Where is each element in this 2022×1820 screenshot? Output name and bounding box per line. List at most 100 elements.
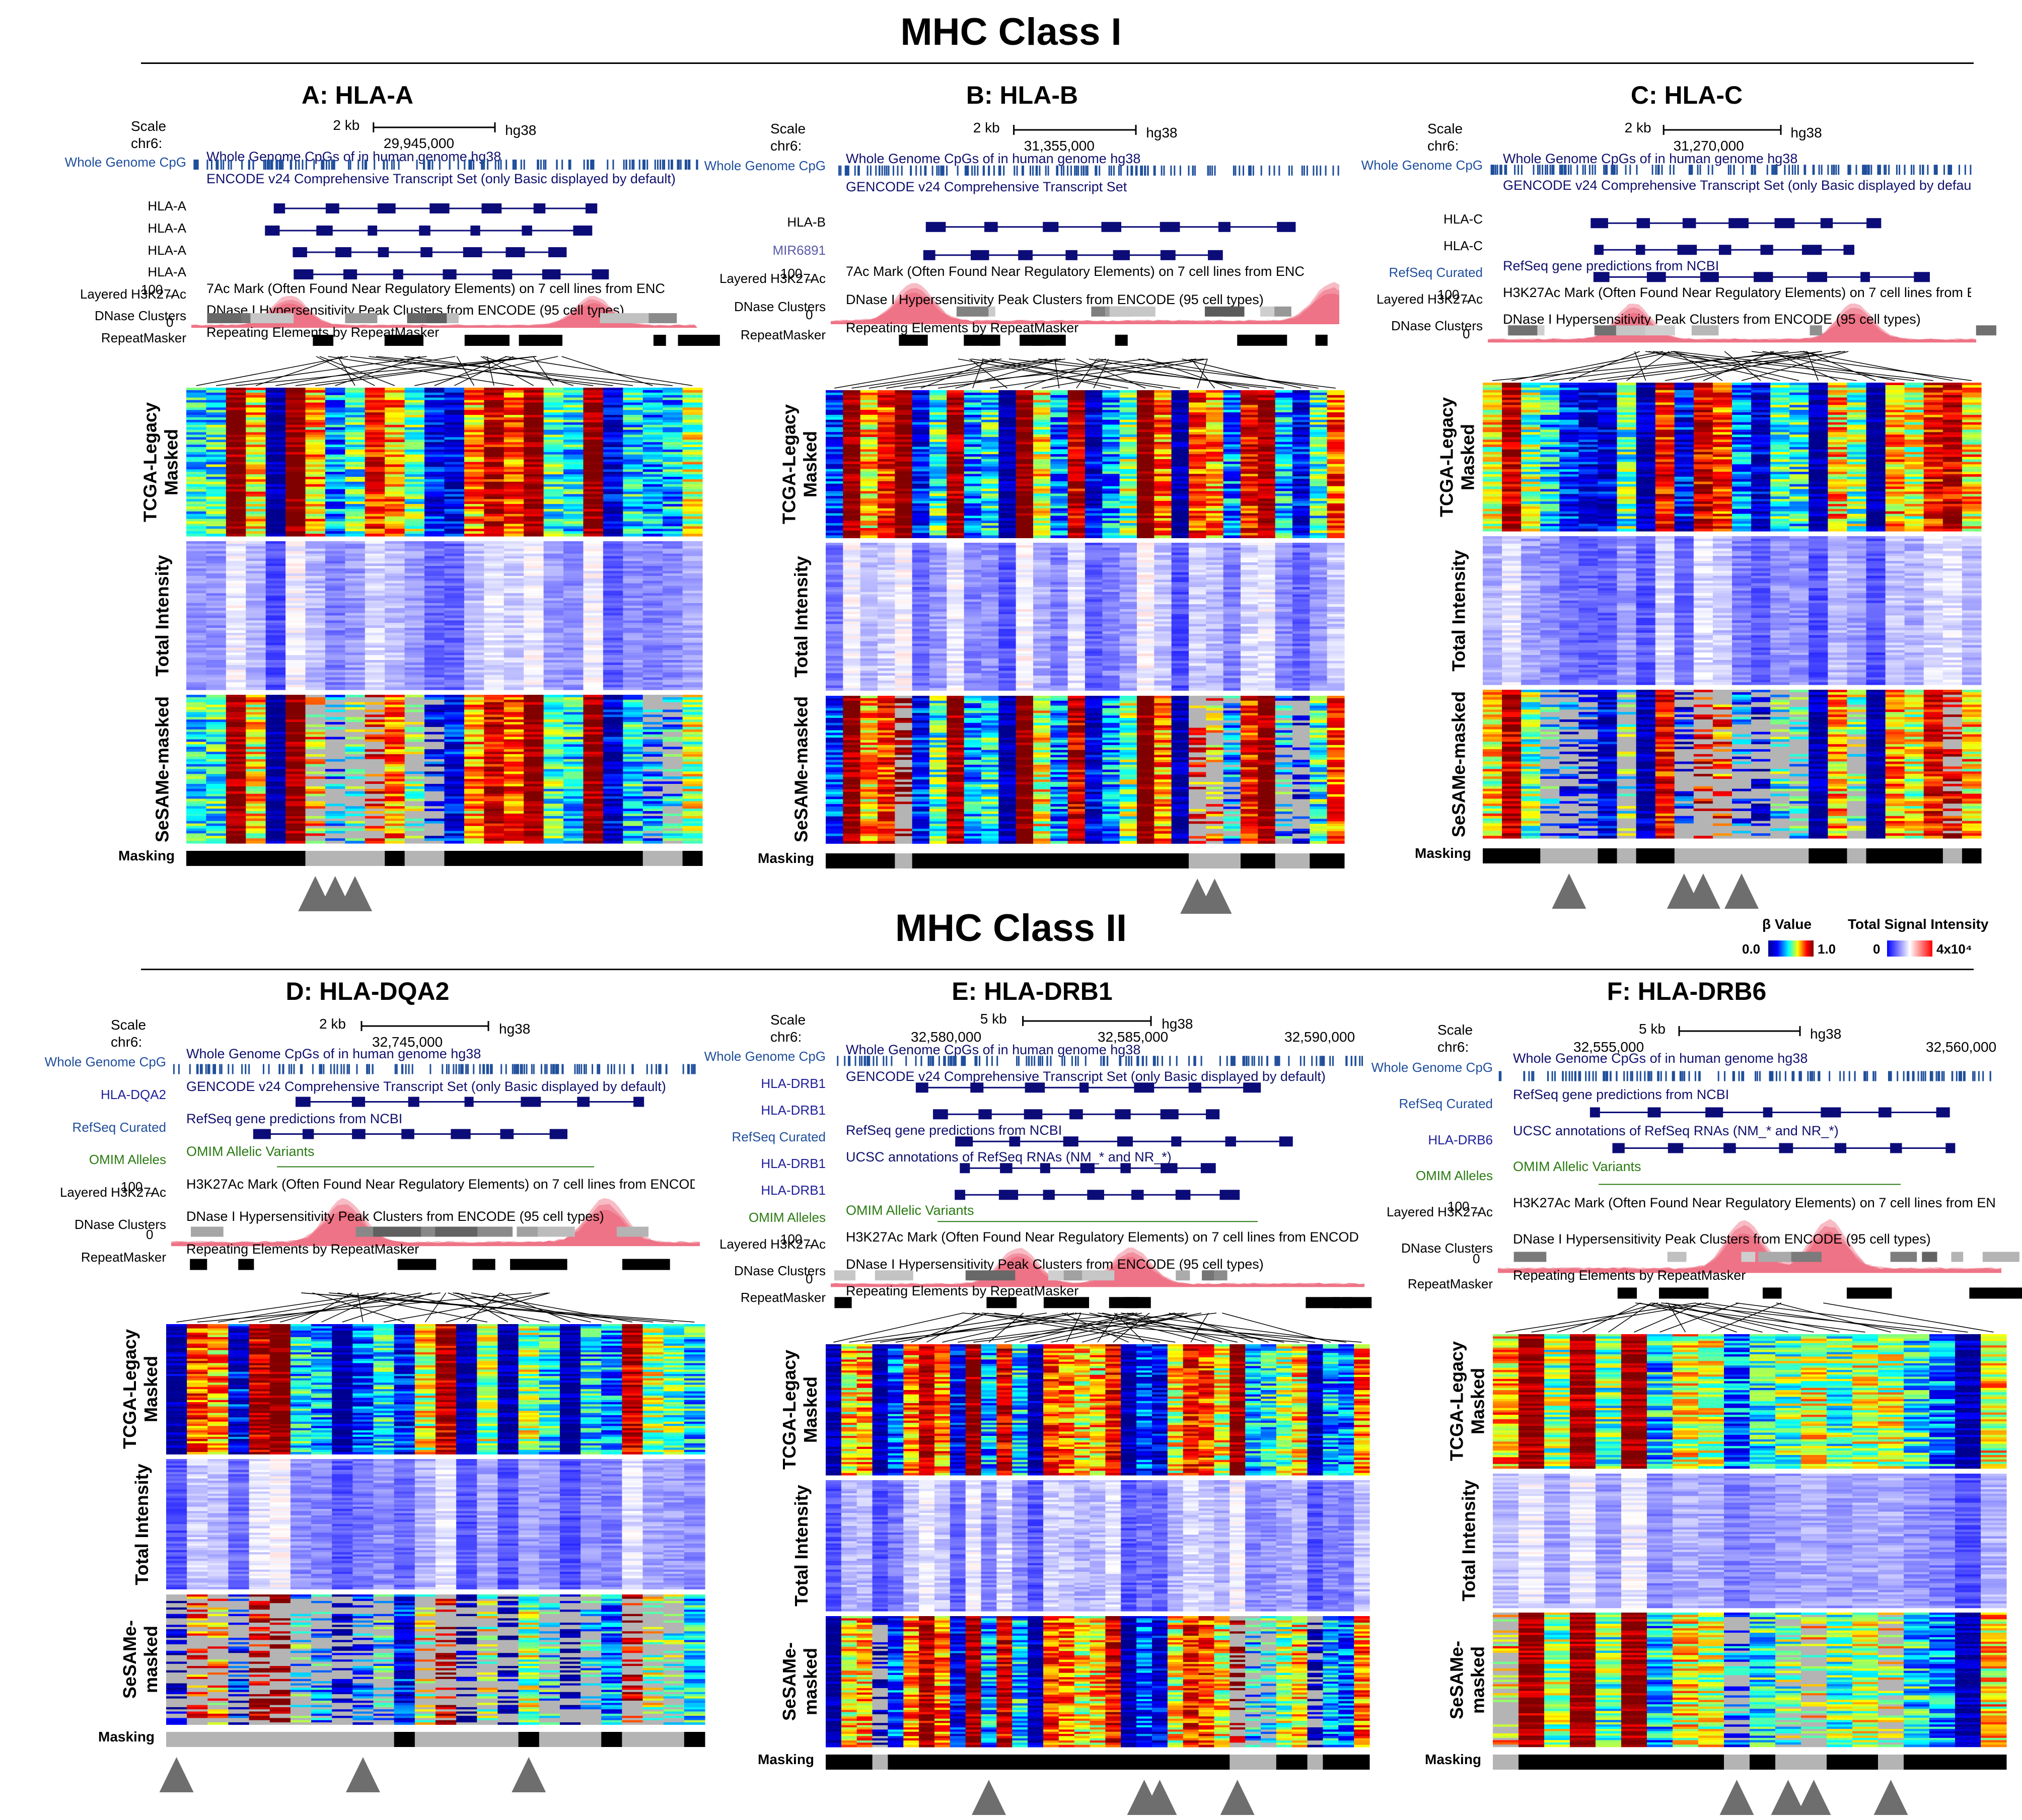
browser-chr-label: chr6: xyxy=(770,1029,802,1045)
masking-cell xyxy=(266,851,286,866)
probe-markers xyxy=(826,879,1344,919)
beta-legend-max: 1.0 xyxy=(1818,941,1836,957)
track-label: DNase Clusters xyxy=(609,1263,826,1279)
masking-cell xyxy=(622,1732,643,1747)
masking-cell xyxy=(1621,1755,1647,1770)
browser-coordinate: 32,560,000 xyxy=(1926,1039,1996,1055)
masking-cell xyxy=(1120,853,1137,868)
heatmap-sesame xyxy=(1483,690,1981,838)
masking-cell xyxy=(1206,853,1223,868)
track-label: HLA-A xyxy=(0,198,186,214)
masking-cell xyxy=(1105,1755,1121,1770)
masking-cell xyxy=(1886,848,1905,863)
masking-cell xyxy=(246,851,266,866)
track-label: RefSeq Curated xyxy=(0,1120,166,1135)
masking-cell xyxy=(1308,1755,1323,1770)
masking-cell xyxy=(1338,1755,1354,1770)
probe-marker-triangle xyxy=(346,1757,380,1792)
h3k27ac-max: 100 _ xyxy=(1448,1199,1480,1214)
heatmap-label-sesame: SeSAMe-masked xyxy=(119,1594,165,1724)
track-label: HLA-A xyxy=(0,221,186,236)
masking-cell xyxy=(1230,1755,1245,1770)
masking-cell xyxy=(270,1732,291,1747)
masking-bar xyxy=(186,851,702,866)
masking-cell xyxy=(1713,848,1732,863)
masking-cell xyxy=(345,851,365,866)
probe-marker-triangle xyxy=(1220,1780,1255,1815)
masking-cell xyxy=(306,851,326,866)
masking-cell xyxy=(1059,1755,1074,1770)
track-label: RepeatMasker xyxy=(609,327,826,343)
panel-title: A: HLA-A xyxy=(20,81,695,110)
masking-cell xyxy=(249,1732,270,1747)
masking-cell xyxy=(981,1755,997,1770)
track-label: HLA-DRB1 xyxy=(609,1076,826,1091)
heatmap-label-total: Total Intensity xyxy=(779,543,824,690)
probe-marker-triangle xyxy=(972,1780,1006,1815)
masking-bar xyxy=(826,853,1344,868)
masking-label: Masking xyxy=(758,1752,814,1768)
masking-cell xyxy=(1199,1755,1214,1770)
masking-cell xyxy=(857,1755,873,1770)
masking-cell xyxy=(1929,1755,1956,1770)
masking-cell xyxy=(1636,848,1656,863)
masking-cell xyxy=(643,851,663,866)
track-label: Whole Genome CpG xyxy=(0,1054,166,1070)
masking-cell xyxy=(912,853,930,868)
browser-chr-label: chr6: xyxy=(1437,1039,1469,1055)
masking-cell xyxy=(1878,1755,1904,1770)
masking-cell xyxy=(964,853,982,868)
track-label: RepeatMasker xyxy=(0,330,186,346)
heatmap-label-total: Total Intensity xyxy=(1436,536,1481,685)
masking-cell xyxy=(186,851,206,866)
masking-cell xyxy=(187,1732,208,1747)
track-glyphs xyxy=(1488,208,1976,235)
masking-cell xyxy=(1578,848,1598,863)
probe-markers xyxy=(166,1757,705,1797)
masking-cell xyxy=(405,851,425,866)
masking-cell xyxy=(1904,1755,1930,1770)
masking-cell xyxy=(1775,1755,1801,1770)
track-label: DNase Clusters xyxy=(1266,318,1483,334)
track-label: HLA-A xyxy=(0,243,186,258)
heatmap-label-total: Total Intensity xyxy=(1446,1474,1491,1608)
masking-cell xyxy=(1050,853,1068,868)
masking-cell xyxy=(456,1732,477,1747)
masking-cell xyxy=(929,853,947,868)
masking-cell xyxy=(207,1732,229,1747)
probe-markers xyxy=(1493,1780,2006,1820)
beta-legend-min: 0.0 xyxy=(1742,941,1760,957)
masking-cell xyxy=(1354,1755,1369,1770)
browser-coordinate: 32,590,000 xyxy=(1284,1029,1355,1045)
masking-cell xyxy=(1751,848,1771,863)
heatmap-sesame xyxy=(186,695,702,843)
masking-cell xyxy=(352,1732,374,1747)
masking-cell xyxy=(374,1732,395,1747)
track-label: Whole Genome CpG xyxy=(609,1049,826,1064)
track-glyphs xyxy=(1488,316,1976,342)
probe-marker-triangle xyxy=(1797,1780,1831,1815)
track-label: HLA-DQA2 xyxy=(0,1087,166,1103)
heatmap-sesame xyxy=(826,1616,1369,1747)
masking-cell xyxy=(497,1732,519,1747)
browser-chr-label: chr6: xyxy=(1427,138,1459,154)
section-title-class-1: MHC Class I xyxy=(0,10,2022,54)
masking-cell xyxy=(998,853,1016,868)
masking-cell xyxy=(826,853,843,868)
masking-cell xyxy=(563,851,584,866)
track-label: Whole Genome CpG xyxy=(1266,158,1483,173)
heatmap-label-sesame: SeSAMe-masked xyxy=(779,696,824,843)
masking-cell xyxy=(1750,1755,1776,1770)
heatmap-sesame xyxy=(826,696,1344,843)
track-glyphs xyxy=(831,211,1339,240)
heatmap-tcga xyxy=(1493,1334,2006,1469)
probe-marker-triangle xyxy=(1720,1780,1754,1815)
masking-cell xyxy=(385,851,405,866)
masking-cell xyxy=(1647,1755,1673,1770)
masking-cell xyxy=(332,1732,353,1747)
probe-marker-triangle xyxy=(1874,1780,1908,1815)
masking-bar xyxy=(166,1732,705,1747)
masking-cell xyxy=(1214,1755,1230,1770)
h3k27ac-max: 100 _ xyxy=(780,1231,813,1247)
